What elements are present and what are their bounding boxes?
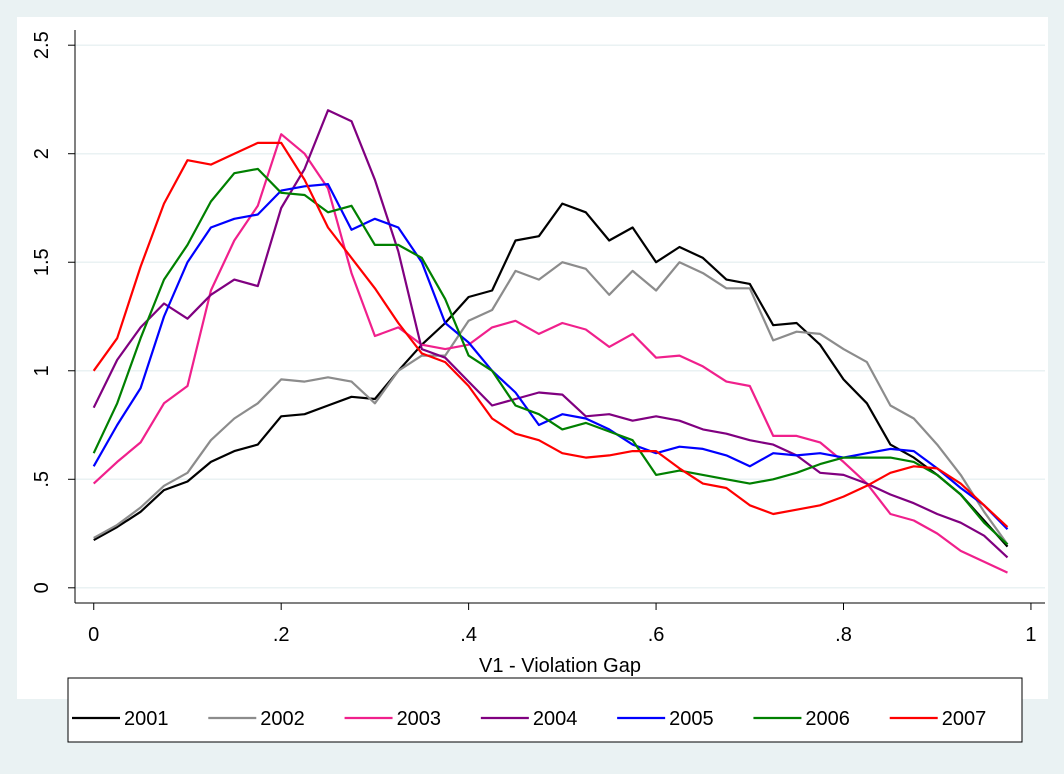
legend-label: 2004: [533, 708, 578, 730]
y-tick-label: .5: [31, 471, 53, 488]
series-line: [93, 202, 1009, 548]
legend-label: 2003: [397, 708, 442, 730]
x-tick-label: .2: [273, 624, 290, 646]
y-tick-label: 0: [31, 582, 53, 593]
x-tick-label: 1: [1025, 624, 1036, 646]
y-tick-label: 2: [31, 148, 53, 159]
legend-label: 2007: [942, 708, 987, 730]
series-line: [92, 133, 1008, 574]
x-tick-label: 0: [88, 624, 99, 646]
y-tick-label: 1.5: [31, 248, 53, 276]
x-axis-label: V1 - Violation Gap: [479, 655, 641, 677]
series-line: [92, 141, 1009, 528]
series-line: [92, 109, 1009, 559]
legend-label: 2002: [260, 708, 305, 730]
x-tick-label: .8: [835, 624, 852, 646]
legend-label: 2005: [669, 708, 714, 730]
series-line: [93, 261, 1009, 546]
x-tick-label: .6: [648, 624, 665, 646]
series-line: [92, 167, 1009, 546]
y-tick-label: 2.5: [31, 31, 53, 59]
y-tick-label: 1: [31, 365, 53, 376]
x-tick-label: .4: [460, 624, 477, 646]
legend-label: 2001: [124, 708, 169, 730]
legend-label: 2006: [805, 708, 850, 730]
plot-region: [17, 17, 1048, 699]
legend-box: [67, 677, 1023, 743]
series-line: [92, 183, 1009, 530]
